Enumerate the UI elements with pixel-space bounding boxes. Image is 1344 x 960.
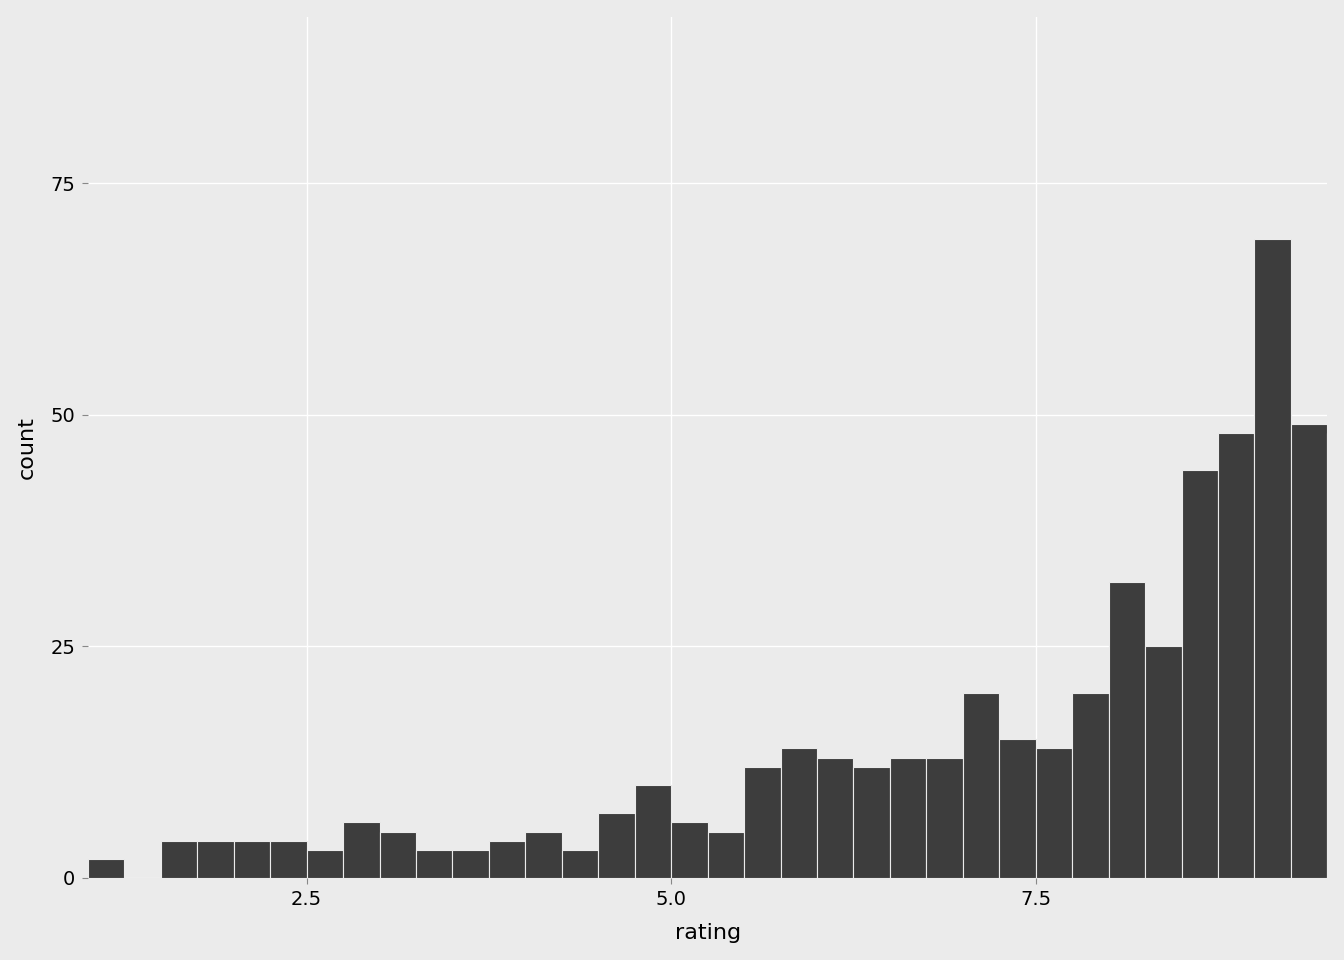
X-axis label: rating: rating [675, 924, 741, 944]
Bar [306, 851, 343, 878]
Bar [708, 831, 745, 878]
Bar [1145, 646, 1181, 878]
Bar [379, 831, 417, 878]
Bar [817, 757, 853, 878]
Bar [890, 757, 926, 878]
Bar [853, 767, 890, 878]
Bar [1218, 433, 1254, 878]
Bar [161, 841, 198, 878]
Bar [671, 823, 708, 878]
Bar [745, 767, 781, 878]
Bar [562, 851, 598, 878]
Bar [634, 785, 671, 878]
Bar [1290, 424, 1328, 878]
Bar [270, 841, 306, 878]
Bar [598, 813, 634, 878]
Bar [198, 841, 234, 878]
Bar [962, 693, 999, 878]
Bar [1181, 470, 1218, 878]
Y-axis label: count: count [16, 416, 36, 479]
Bar [489, 841, 526, 878]
Bar [87, 859, 125, 878]
Bar [234, 841, 270, 878]
Bar [343, 823, 379, 878]
Bar [999, 739, 1036, 878]
Bar [781, 748, 817, 878]
Bar [526, 831, 562, 878]
Bar [417, 851, 453, 878]
Bar [1036, 748, 1073, 878]
Bar [926, 757, 962, 878]
Bar [1073, 693, 1109, 878]
Bar [1109, 582, 1145, 878]
Bar [453, 851, 489, 878]
Bar [1328, 433, 1344, 878]
Bar [1254, 239, 1290, 878]
